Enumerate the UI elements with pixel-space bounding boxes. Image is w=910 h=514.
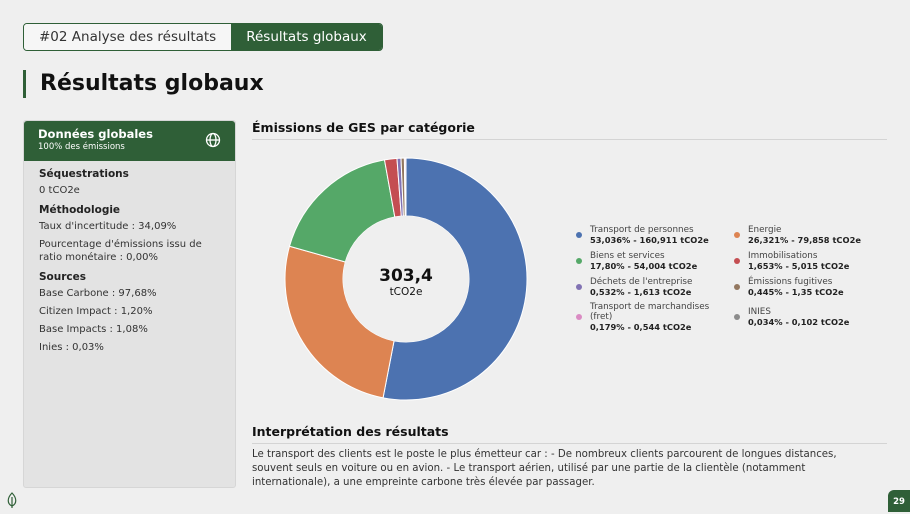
sequestrations-value: 0 tCO2e	[39, 184, 220, 197]
uncertainty-rate: Taux d'incertitude : 34,09%	[39, 220, 220, 233]
source-item: Base Impacts : 1,08%	[39, 323, 220, 336]
source-item: Base Carbone : 97,68%	[39, 287, 220, 300]
globe-icon[interactable]	[205, 132, 221, 148]
panel-subtitle: 100% des émissions	[38, 142, 221, 152]
source-item: Citizen Impact : 1,20%	[39, 305, 220, 318]
legend-label: Transport de marchandises (fret)	[590, 302, 733, 322]
legend-value: 0,179% - 0,544 tCO2e	[590, 322, 733, 332]
sources-heading: Sources	[39, 271, 220, 283]
chart-section-title: Émissions de GES par catégorie	[252, 120, 887, 140]
legend-label: Émissions fugitives	[748, 277, 863, 287]
interpretation-text: Le transport des clients est le poste le…	[252, 448, 862, 490]
legend-label: INIES	[748, 307, 863, 317]
breadcrumb-section[interactable]: #02 Analyse des résultats	[24, 24, 231, 50]
legend-label: Immobilisations	[748, 251, 863, 261]
legend-value: 53,036% - 160,911 tCO2e	[590, 235, 733, 245]
methodology-heading: Méthodologie	[39, 204, 220, 216]
panel-header: Données globales 100% des émissions	[24, 121, 235, 161]
legend-dot	[734, 314, 740, 320]
global-data-panel: Données globales 100% des émissions Séqu…	[23, 120, 236, 488]
page-number: 29	[888, 490, 910, 512]
legend-value: 26,321% - 79,858 tCO2e	[748, 235, 863, 245]
center-unit: tCO2e	[390, 286, 423, 298]
legend-dot	[734, 232, 740, 238]
legend-item[interactable]: Transport de marchandises (fret)0,179% -…	[575, 302, 733, 332]
leaf-logo-icon	[6, 492, 18, 508]
legend-value: 0,532% - 1,613 tCO2e	[590, 287, 733, 297]
panel-title: Données globales	[38, 127, 221, 141]
legend-dot	[576, 284, 582, 290]
legend-value: 17,80% - 54,004 tCO2e	[590, 261, 733, 271]
breadcrumb: #02 Analyse des résultats Résultats glob…	[23, 23, 383, 51]
page-title: Résultats globaux	[23, 70, 264, 98]
center-value: 303,4	[379, 266, 433, 286]
legend-label: Biens et services	[590, 251, 733, 261]
legend-value: 0,445% - 1,35 tCO2e	[748, 287, 863, 297]
legend-dot	[734, 284, 740, 290]
breadcrumb-current: Résultats globaux	[231, 24, 382, 50]
legend-label: Transport de personnes	[590, 225, 733, 235]
monetary-ratio: Pourcentage d'émissions issu de ratio mo…	[39, 238, 220, 264]
legend-value: 0,034% - 0,102 tCO2e	[748, 317, 863, 327]
interpretation-title: Interprétation des résultats	[252, 424, 887, 444]
source-item: Inies : 0,03%	[39, 341, 220, 354]
legend-dot	[576, 232, 582, 238]
legend-value: 1,653% - 5,015 tCO2e	[748, 261, 863, 271]
legend-dot	[734, 258, 740, 264]
legend-label: Energie	[748, 225, 863, 235]
sequestrations-heading: Séquestrations	[39, 168, 220, 180]
legend-dot	[576, 258, 582, 264]
legend-dot	[576, 314, 582, 320]
legend-label: Déchets de l'entreprise	[590, 277, 733, 287]
